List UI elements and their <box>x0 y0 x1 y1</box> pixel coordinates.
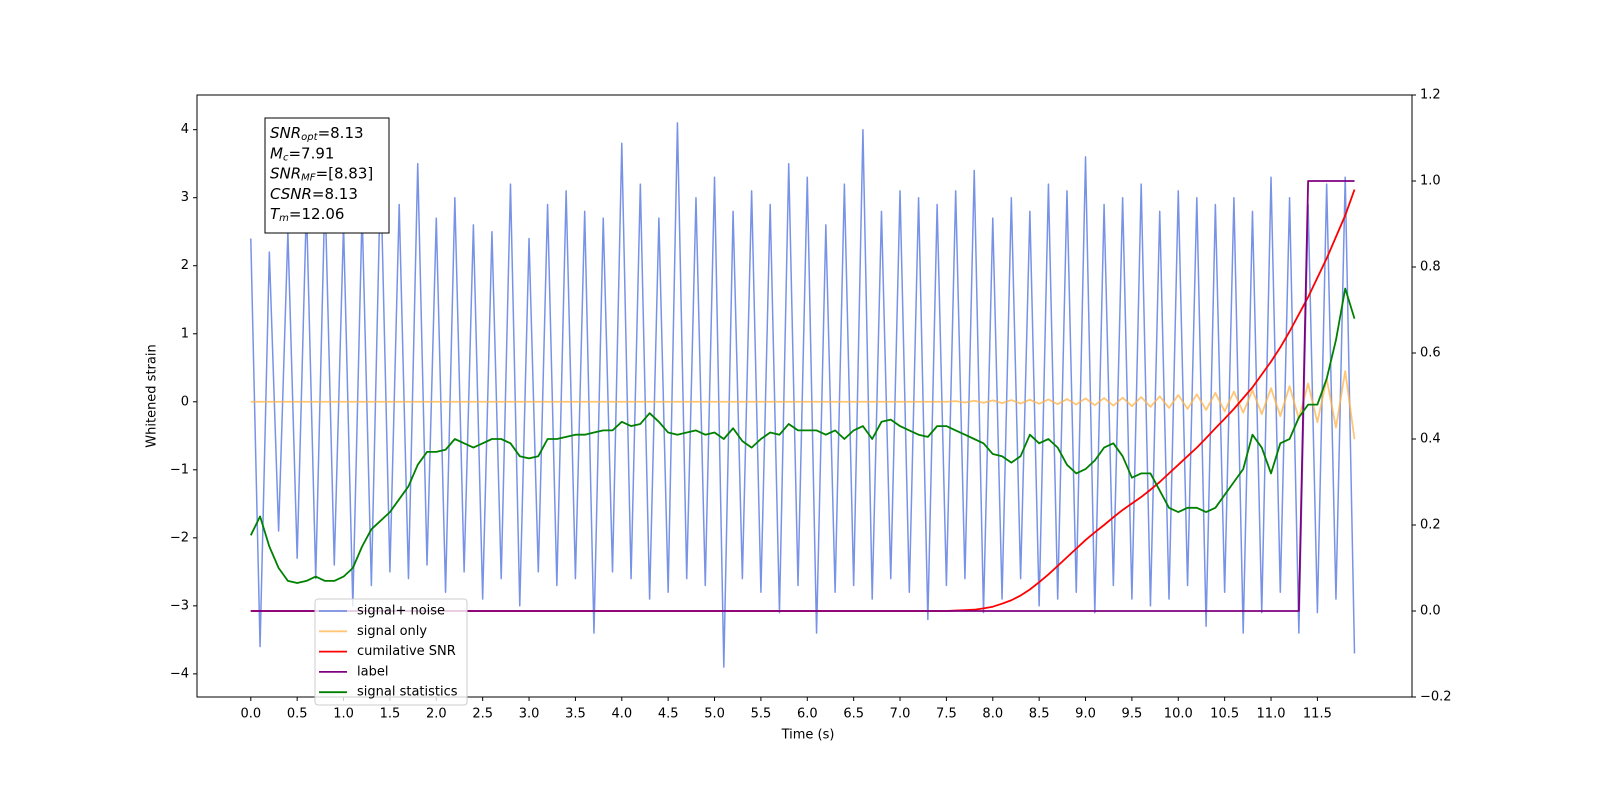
legend-box <box>314 598 468 706</box>
y2-tick-label: 1.2 <box>1420 88 1441 103</box>
y2-tick-label: 0.4 <box>1420 432 1441 447</box>
x-tick-label: 10.5 <box>1210 707 1239 722</box>
annotation-subscript: MF <box>301 173 316 184</box>
x-tick-label: 7.0 <box>890 707 911 722</box>
annotation-symbol: M <box>270 144 283 162</box>
x-tick-label: 3.5 <box>565 707 586 722</box>
y2-tick-label: 0.6 <box>1420 346 1441 361</box>
x-tick-label: 8.5 <box>1029 707 1050 722</box>
y-tick-label: −1 <box>170 462 189 477</box>
annotation-symbol: CSNR <box>270 184 312 202</box>
series-line <box>249 287 1356 584</box>
x-tick-label: 8.0 <box>982 707 1003 722</box>
annotation-value: =[8.83] <box>316 164 374 182</box>
x-tick-label: 0.0 <box>240 707 261 722</box>
y-tick-label: 0 <box>181 394 189 409</box>
annotation-symbol: T <box>270 205 281 223</box>
annotation-line: SNRopt=8.13 <box>270 124 364 144</box>
annotation-box <box>264 117 390 234</box>
y-tick-label: 4 <box>181 122 189 137</box>
y2-tick-label: 1.0 <box>1420 174 1441 189</box>
y2-tick-label: 0.0 <box>1420 604 1441 619</box>
x-tick-label: 6.5 <box>843 707 864 722</box>
plot-frame <box>196 94 1413 698</box>
y-tick-label: 3 <box>181 190 189 205</box>
annotation-subscript: opt <box>301 132 318 143</box>
x-tick-label: 1.0 <box>333 707 354 722</box>
x-axis-label: Time (s) <box>781 728 835 743</box>
x-tick-label: 11.0 <box>1257 707 1286 722</box>
annotation-line: Mc=7.91 <box>270 144 334 164</box>
annotation-value: =8.13 <box>312 184 358 202</box>
legend-label: cumilative SNR <box>357 644 456 659</box>
annotation-line: SNRMF=[8.83] <box>270 164 373 184</box>
x-tick-label: 2.0 <box>426 707 447 722</box>
y-tick-label: 1 <box>181 326 189 341</box>
x-tick-label: 10.0 <box>1164 707 1193 722</box>
series-line <box>250 122 1356 668</box>
y2-tick-label: −0.2 <box>1420 690 1452 705</box>
x-tick-label: 9.0 <box>1075 707 1096 722</box>
annotation-subscript: c <box>283 152 289 163</box>
x-tick-label: 3.0 <box>519 707 540 722</box>
annotation-value: =7.91 <box>288 144 334 162</box>
y2-tick-label: 0.8 <box>1420 260 1441 275</box>
x-tick-label: 4.5 <box>658 707 679 722</box>
y-axis-label: Whitened strain <box>145 344 160 447</box>
annotation-line: CSNR=8.13 <box>270 184 358 202</box>
legend-label: signal only <box>357 624 427 639</box>
legend-label: signal statistics <box>357 685 458 700</box>
annotation-value: =12.06 <box>289 205 345 223</box>
x-tick-label: 0.5 <box>287 707 308 722</box>
x-tick-label: 2.5 <box>472 707 493 722</box>
x-tick-label: 5.0 <box>704 707 725 722</box>
legend-label: label <box>357 664 388 679</box>
x-tick-label: 9.5 <box>1122 707 1143 722</box>
x-tick-label: 6.0 <box>797 707 818 722</box>
annotation-symbol: SNR <box>270 164 301 182</box>
annotation-symbol: SNR <box>270 124 301 142</box>
y2-tick-label: 0.2 <box>1420 518 1441 533</box>
series-line <box>250 370 1356 440</box>
y-tick-label: 2 <box>181 258 189 273</box>
y-tick-label: −2 <box>170 530 189 545</box>
x-tick-label: 11.5 <box>1303 707 1332 722</box>
annotation-value: =8.13 <box>318 124 364 142</box>
annotation-subscript: m <box>279 213 289 224</box>
x-tick-label: 1.5 <box>380 707 401 722</box>
legend-label: signal+ noise <box>357 604 445 619</box>
y-tick-label: −3 <box>170 598 189 613</box>
x-tick-label: 5.5 <box>751 707 772 722</box>
annotation-line: Tm=12.06 <box>270 205 344 225</box>
y-tick-label: −4 <box>170 666 189 681</box>
x-tick-label: 4.0 <box>611 707 632 722</box>
x-tick-label: 7.5 <box>936 707 957 722</box>
